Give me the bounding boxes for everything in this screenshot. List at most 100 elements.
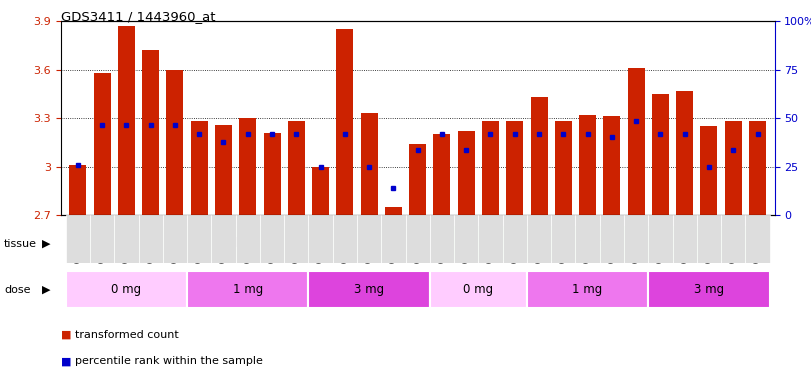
Text: ■: ■ <box>61 329 71 340</box>
Bar <box>333 21 357 215</box>
Bar <box>187 271 308 308</box>
Bar <box>478 21 503 215</box>
Bar <box>749 121 766 215</box>
Bar <box>284 21 308 215</box>
Text: ■: ■ <box>61 356 71 366</box>
Bar <box>406 21 430 215</box>
Bar <box>527 271 648 308</box>
Bar <box>530 97 547 215</box>
Bar <box>599 21 624 215</box>
Text: transformed count: transformed count <box>75 329 179 340</box>
Bar <box>603 116 620 215</box>
Bar <box>503 21 527 215</box>
Bar <box>555 121 572 215</box>
Bar <box>433 134 450 215</box>
Bar <box>430 271 527 308</box>
Bar <box>672 21 697 215</box>
Bar <box>430 225 770 262</box>
Bar <box>69 165 86 215</box>
Bar <box>215 124 232 215</box>
Bar <box>90 21 114 215</box>
Bar <box>506 121 523 215</box>
Bar <box>624 21 648 215</box>
Bar <box>721 21 745 215</box>
Text: 0 mg: 0 mg <box>463 283 493 296</box>
Bar <box>166 70 183 215</box>
Bar <box>118 26 135 215</box>
Bar <box>236 215 260 263</box>
Bar <box>721 215 745 263</box>
Text: GDS3411 / 1443960_at: GDS3411 / 1443960_at <box>61 10 216 23</box>
Bar <box>139 215 163 263</box>
Bar <box>676 91 693 215</box>
Bar <box>312 167 329 215</box>
Bar <box>648 271 770 308</box>
Bar <box>527 21 551 215</box>
Bar <box>725 121 742 215</box>
Bar <box>406 215 430 263</box>
Bar <box>236 21 260 215</box>
Bar <box>697 21 721 215</box>
Bar <box>454 21 478 215</box>
Bar <box>187 215 212 263</box>
Bar <box>551 21 576 215</box>
Bar <box>357 215 381 263</box>
Text: ▶: ▶ <box>42 239 50 249</box>
Bar <box>430 215 454 263</box>
Bar <box>163 215 187 263</box>
Bar <box>361 113 378 215</box>
Bar <box>66 271 187 308</box>
Bar <box>187 21 212 215</box>
Bar <box>66 21 90 215</box>
Bar <box>648 21 672 215</box>
Text: 3 mg: 3 mg <box>354 283 384 296</box>
Bar <box>624 215 648 263</box>
Text: ▶: ▶ <box>42 285 50 295</box>
Bar <box>527 215 551 263</box>
Bar <box>333 215 357 263</box>
Bar <box>410 144 426 215</box>
Bar <box>701 126 718 215</box>
Bar <box>264 132 281 215</box>
Bar <box>478 215 503 263</box>
Bar <box>454 215 478 263</box>
Bar <box>260 21 284 215</box>
Bar <box>648 215 672 263</box>
Bar <box>482 121 499 215</box>
Text: 1 mg: 1 mg <box>233 283 263 296</box>
Bar <box>260 215 284 263</box>
Bar <box>93 73 110 215</box>
Bar <box>652 94 669 215</box>
Bar <box>576 21 599 215</box>
Bar <box>142 50 159 215</box>
Bar <box>745 215 770 263</box>
Bar <box>503 215 527 263</box>
Bar <box>114 21 139 215</box>
Bar <box>357 21 381 215</box>
Text: 0 mg: 0 mg <box>111 283 141 296</box>
Bar <box>576 215 599 263</box>
Bar <box>308 271 430 308</box>
Text: tissue: tissue <box>4 239 37 249</box>
Bar <box>163 21 187 215</box>
Bar <box>337 29 354 215</box>
Bar <box>457 131 474 215</box>
Bar <box>284 215 308 263</box>
Text: percentile rank within the sample: percentile rank within the sample <box>75 356 264 366</box>
Bar <box>308 215 333 263</box>
Bar <box>114 215 139 263</box>
Bar <box>212 215 236 263</box>
Bar <box>551 215 576 263</box>
Bar <box>628 68 645 215</box>
Bar <box>212 21 236 215</box>
Text: lung: lung <box>587 237 612 250</box>
Bar <box>288 121 305 215</box>
Text: dose: dose <box>4 285 31 295</box>
Bar <box>139 21 163 215</box>
Bar <box>430 21 454 215</box>
Bar <box>66 225 430 262</box>
Bar <box>191 121 208 215</box>
Bar <box>381 21 406 215</box>
Bar <box>697 215 721 263</box>
Bar <box>239 118 256 215</box>
